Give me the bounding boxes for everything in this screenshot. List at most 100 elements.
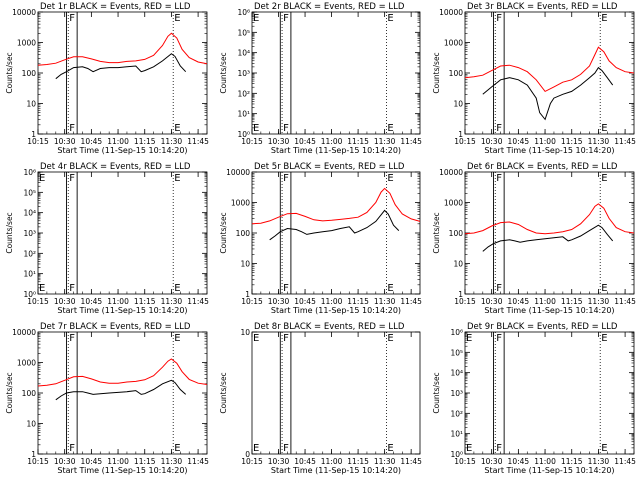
y-tick-label: 0 (245, 450, 250, 459)
y-tick-label: 10⁰ (237, 130, 250, 139)
x-axis-label: Start Time (11-Sep-15 10:14:20) (57, 466, 187, 475)
y-tick-label: 10000 (12, 328, 36, 337)
x-tick-label: 11:30 (588, 297, 610, 306)
y-axis-label: Counts/sec (219, 212, 228, 253)
x-tick-label: 10:45 (294, 457, 316, 466)
y-tick-label: 1000 (17, 39, 36, 48)
events-series-line (269, 209, 400, 241)
x-tick-label: 11:30 (588, 457, 610, 466)
x-tick-label: 10:30 (54, 137, 76, 146)
x-tick-label: 10:30 (268, 297, 290, 306)
flag-label-top: E (174, 13, 180, 24)
x-tick-label: 10:45 (81, 457, 103, 466)
flag-label-top: F (283, 173, 289, 184)
flag-label-top: F (69, 13, 75, 24)
y-tick-label: 1000 (444, 39, 463, 48)
flag-label-top: F (69, 333, 75, 344)
panel-title: Det 8r BLACK = Events, RED = LLD (254, 322, 405, 332)
x-tick-label: 11:00 (107, 137, 129, 146)
plot-frame (251, 11, 421, 135)
y-tick-label: 1000 (17, 359, 36, 368)
x-tick-label: 11:30 (374, 297, 396, 306)
y-tick-label: 10000 (439, 8, 463, 17)
y-tick-label: 10⁶ (237, 8, 250, 17)
x-axis-label: Start Time (11-Sep-15 10:14:20) (484, 146, 614, 155)
y-tick-label: 10⁶ (450, 328, 463, 337)
x-tick-label: 11:45 (400, 137, 422, 146)
y-tick-label: 10⁴ (450, 369, 463, 378)
flag-label-bottom: F (69, 283, 75, 294)
x-tick-label: 10:45 (294, 297, 316, 306)
y-tick-label: 10¹ (237, 110, 250, 119)
y-tick-label: 1000 (444, 199, 463, 208)
flag-label-bottom: F (496, 123, 502, 134)
y-tick-label: 1 (458, 290, 463, 299)
panel-det-3: Det 3r BLACK = Events, RED = LLD 1 10 100 10… (432, 2, 636, 155)
x-tick-label: 11:45 (187, 137, 209, 146)
lld-series-line (464, 203, 635, 235)
plot-frame (251, 171, 421, 295)
x-tick-label: 11:15 (561, 137, 583, 146)
flag-label-bottom: E (174, 123, 180, 134)
y-tick-label: 10000 (226, 168, 250, 177)
x-tick-label: 11:00 (107, 457, 129, 466)
panel-title: Det 2r BLACK = Events, RED = LLD (254, 2, 405, 12)
panel-det-2: Det 2r BLACK = Events, RED = LLD 10⁰ 10¹ 10… (219, 2, 422, 155)
flag-label-bottom: E (601, 443, 607, 454)
flag-label-top: F (496, 333, 502, 344)
flag-label-bottom: E (601, 283, 607, 294)
y-tick-label: 10¹ (450, 430, 463, 439)
y-tick-label: 10² (23, 249, 36, 258)
flag-label-top: E (387, 13, 393, 24)
x-tick-label: 10:15 (454, 297, 476, 306)
x-axis-label: Start Time (11-Sep-15 10:14:20) (57, 306, 187, 315)
y-tick-label: 10000 (439, 168, 463, 177)
plot-frame (37, 171, 208, 295)
x-tick-label: 11:00 (534, 137, 556, 146)
plot-frame (37, 331, 208, 455)
x-axis-label: Start Time (11-Sep-15 10:14:20) (271, 306, 401, 315)
x-tick-label: 11:15 (134, 457, 156, 466)
x-tick-label: 11:15 (347, 297, 369, 306)
x-tick-label: 10:15 (454, 457, 476, 466)
y-tick-label: 10 (240, 260, 250, 269)
y-tick-label: 10⁶ (23, 168, 36, 177)
y-tick-label: 10⁵ (450, 348, 463, 357)
flag-label-top: F (283, 13, 289, 24)
panel-title: Det 7r BLACK = Events, RED = LLD (40, 322, 191, 332)
flag-label-top: E (601, 173, 607, 184)
x-tick-label: 11:00 (321, 457, 343, 466)
y-axis-label: Counts/sec (432, 52, 441, 93)
flag-label-bottom: F (496, 283, 502, 294)
y-tick-label: 1000 (231, 199, 250, 208)
x-tick-label: 10:15 (27, 297, 49, 306)
x-tick-label: 11:30 (161, 137, 183, 146)
flag-label-top: E (466, 333, 472, 344)
flag-label-bottom: E (601, 123, 607, 134)
lld-series-line (464, 46, 635, 93)
y-tick-label: 10⁵ (237, 28, 250, 37)
x-tick-label: 11:00 (321, 137, 343, 146)
panel-title: Det 4r BLACK = Events, RED = LLD (40, 162, 191, 172)
x-tick-label: 10:45 (508, 137, 530, 146)
flag-label-top: E (253, 333, 259, 344)
flag-label-top: F (69, 173, 75, 184)
panel-title: Det 6r BLACK = Events, RED = LLD (467, 162, 618, 172)
y-tick-label: 1 (458, 130, 463, 139)
y-tick-label: 10¹ (23, 270, 36, 279)
x-tick-label: 11:30 (374, 457, 396, 466)
flag-label-bottom: E (387, 123, 393, 134)
x-tick-label: 10:15 (241, 457, 263, 466)
flag-label-bottom: E (253, 443, 259, 454)
panel-det-8: Det 8r BLACK = Events, RED = LLD 0 10 10:15… (219, 322, 422, 475)
flag-label-bottom: F (283, 283, 289, 294)
x-tick-label: 11:45 (187, 297, 209, 306)
x-tick-label: 10:45 (508, 457, 530, 466)
y-axis-label: Counts/sec (5, 372, 14, 413)
events-series-line (55, 379, 187, 401)
flag-label-bottom: F (283, 123, 289, 134)
x-tick-label: 10:30 (268, 457, 290, 466)
y-tick-label: 10 (453, 260, 463, 269)
y-tick-label: 10⁰ (23, 290, 36, 299)
